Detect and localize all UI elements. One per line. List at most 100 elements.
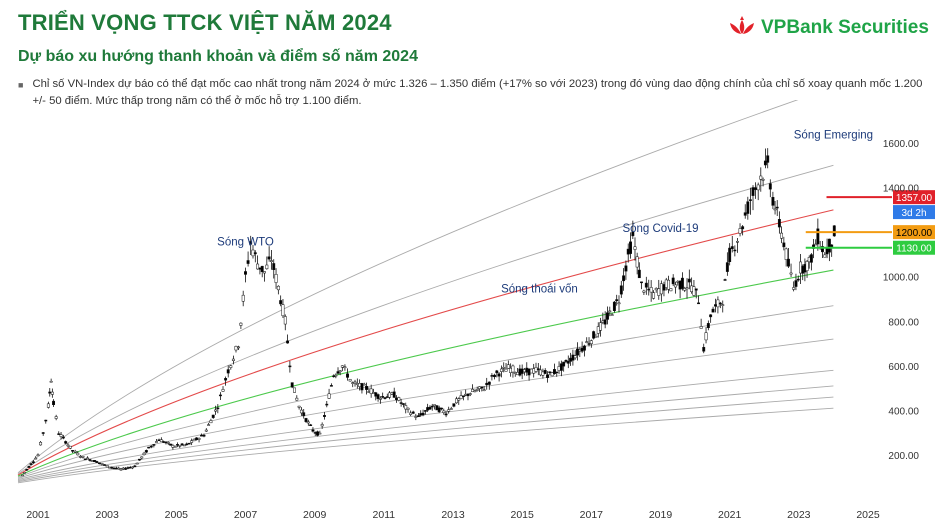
candle-body (615, 299, 619, 302)
candle-body (562, 361, 566, 367)
candle-body (234, 346, 238, 351)
candle-body (385, 396, 389, 398)
candle-body (260, 265, 264, 273)
candle-body (596, 326, 600, 334)
candle-body (452, 403, 456, 407)
candle-body (128, 467, 132, 469)
candle-body (59, 434, 63, 437)
candle-body (680, 277, 684, 289)
annotation-label: Sóng Emerging (794, 130, 873, 142)
candle-body (662, 284, 666, 291)
candle-body (173, 446, 177, 448)
candle-body (54, 416, 58, 419)
candle-body (76, 452, 80, 456)
level-badge-label: 1357.00 (896, 193, 933, 204)
candle-body (320, 424, 324, 427)
x-tick-label: 2023 (787, 509, 811, 521)
candle-body (796, 278, 800, 281)
candle-body (775, 206, 779, 209)
candle-body (286, 340, 290, 344)
candle-body (692, 286, 696, 296)
candle-body (766, 155, 770, 163)
candle-body (119, 468, 123, 471)
candle-body (190, 440, 194, 443)
candle-body (504, 368, 508, 372)
candle-body (832, 225, 836, 237)
candle-body (192, 439, 196, 442)
candle-body (635, 256, 639, 268)
candle-body (669, 288, 673, 292)
candle-body (100, 463, 104, 465)
candle-body (374, 392, 378, 397)
candle-body (263, 271, 266, 274)
candle-body (318, 432, 322, 435)
brand-logo: VPBank Securities (727, 14, 929, 42)
x-tick-label: 2015 (510, 509, 534, 521)
candle-body (626, 248, 630, 255)
annotation-label: Sóng WTO (217, 237, 274, 249)
candle-body (297, 405, 301, 408)
candle-body (430, 405, 434, 408)
y-tick-label: 1400.00 (883, 184, 920, 195)
candle-body (714, 304, 717, 307)
candle-body (823, 254, 827, 258)
candle-body (475, 389, 479, 391)
arc-line-1 (17, 164, 834, 475)
candle-body (57, 433, 61, 435)
candle-body (754, 187, 758, 190)
candle-body (272, 263, 276, 270)
vnindex-chart: 1357.00 1200.00 1130.00 3d 2h 200.00 400.00 60… (17, 100, 935, 521)
candle-body (390, 392, 394, 395)
candle-body (78, 456, 82, 458)
candle-body (603, 319, 607, 325)
x-tick-label: 2021 (718, 509, 742, 521)
candle-body (592, 331, 596, 339)
arc-line-5 (17, 338, 834, 479)
candle-body (131, 466, 134, 469)
candle-body (468, 393, 472, 395)
candle-body (513, 372, 517, 374)
candle-body (419, 413, 423, 416)
candle-body (383, 397, 387, 399)
candle-body (543, 370, 547, 374)
candle-body (41, 432, 45, 434)
candle-body (594, 336, 598, 338)
candle-body (171, 445, 175, 448)
timer-badge (893, 205, 935, 220)
y-tick-label: 600.00 (888, 362, 919, 373)
candle-body (756, 184, 760, 191)
candle-body (447, 409, 451, 412)
candle-body (493, 374, 496, 378)
candle-body (511, 365, 515, 373)
candle-body (86, 457, 90, 460)
candle-body (746, 201, 750, 214)
candle-body (369, 388, 373, 394)
candle-body (195, 437, 199, 441)
candle-body (265, 264, 269, 270)
candle-body (564, 360, 568, 362)
candle-body (589, 340, 593, 344)
candle-body (162, 441, 166, 443)
candle-body (274, 274, 278, 283)
candle-body (66, 444, 70, 447)
candle-body (578, 349, 582, 352)
candle-body (821, 246, 824, 253)
candle-body (825, 247, 829, 255)
candle-body (523, 369, 526, 373)
candle-body (610, 314, 614, 316)
candle-body (340, 365, 344, 368)
candle-body (397, 397, 401, 401)
candle-body (313, 432, 317, 434)
candle-body (721, 304, 725, 306)
candle-body (674, 284, 677, 288)
x-tick-label: 2017 (580, 509, 604, 521)
candle-body (723, 279, 727, 281)
y-tick-label: 1600.00 (883, 139, 920, 150)
candle-body (768, 183, 772, 190)
candle-body (509, 367, 513, 373)
candle-body (147, 446, 151, 449)
candle-body (644, 282, 648, 288)
y-tick-label: 800.00 (888, 317, 919, 328)
candle-body (360, 383, 364, 391)
candle-body (112, 467, 116, 470)
